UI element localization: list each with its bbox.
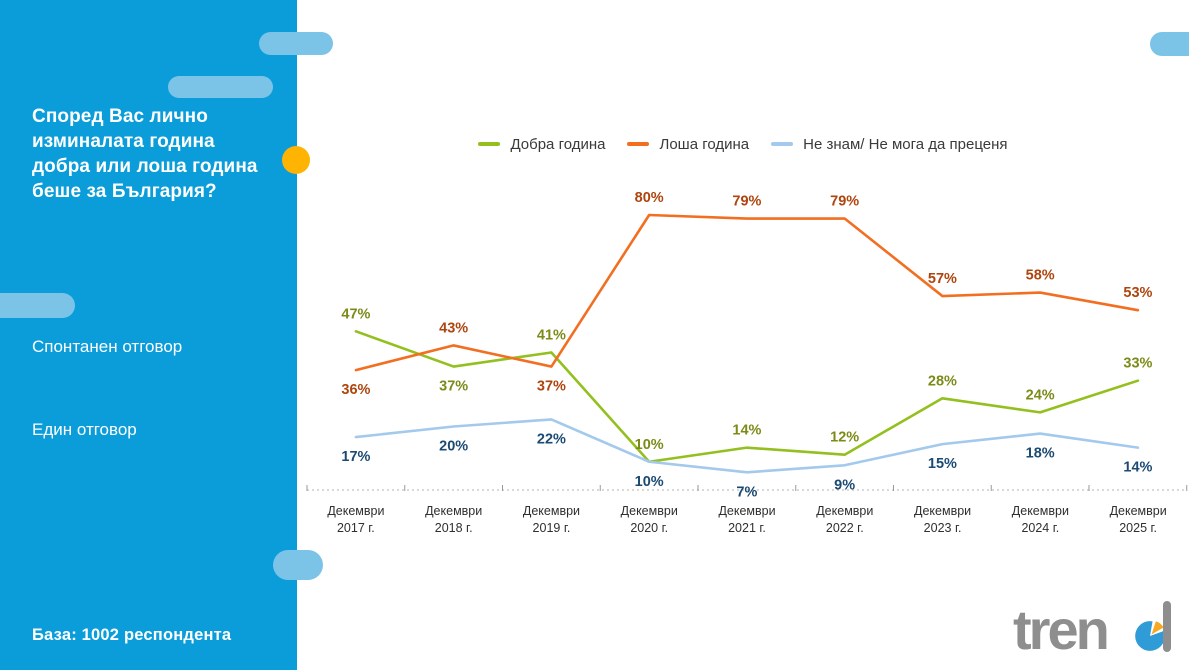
note-spontaneous-answer: Спонтанен отговор	[32, 337, 183, 356]
data-label: 20%	[439, 439, 468, 455]
line-chart: 47% 37% 41% 10% 14% 12% 28% 24% 33% 36% 43% 37% 80% 7…	[306, 190, 1188, 500]
sample-base-label: База: 1002 респондента	[32, 626, 232, 644]
decor-orange-dot	[282, 146, 310, 174]
legend-label: Добра година	[510, 135, 606, 153]
data-label: 37%	[439, 379, 468, 395]
data-label: 41%	[537, 327, 566, 343]
data-label: 22%	[537, 431, 566, 447]
category-label: Декември 2017 г.	[327, 504, 385, 535]
legend-item-dont-know: Не знам/ Не мога да преценя	[771, 135, 1008, 153]
logo-text: tren	[1013, 598, 1110, 662]
x-axis-labels: Декември 2017 г. Декември 2018 г. Декември…	[307, 503, 1187, 537]
legend-item-bad-year: Лоша година	[627, 136, 749, 153]
data-label: 28%	[928, 373, 957, 389]
data-label: 18%	[1026, 446, 1055, 462]
series-line-0	[354, 330, 1140, 464]
category-label: Декември 2025 г.	[1109, 504, 1167, 535]
pie-chart-icon	[1135, 621, 1165, 651]
note-single-answer: Един отговор	[32, 420, 137, 439]
data-label: 43%	[439, 320, 468, 336]
data-label: 10%	[635, 437, 664, 453]
data-label: 53%	[1123, 285, 1152, 301]
data-label: 14%	[1123, 460, 1152, 476]
data-label: 58%	[1026, 268, 1055, 284]
decor-pill	[168, 76, 273, 98]
logo-d-stem	[1163, 601, 1171, 652]
decor-pill	[0, 293, 75, 318]
data-label: 9%	[834, 477, 855, 493]
category-label: Декември 2022 г.	[816, 504, 874, 535]
data-label: 12%	[830, 430, 859, 446]
data-label: 36%	[341, 382, 370, 398]
series-line-1	[354, 213, 1140, 372]
data-label: 14%	[732, 423, 761, 439]
category-label: Декември 2024 г.	[1011, 504, 1069, 535]
legend-label: Не знам/ Не мога да преценя	[803, 135, 1008, 153]
category-label: Декември 2023 г.	[914, 504, 972, 535]
decor-pill	[273, 550, 323, 580]
legend-swatch-orange	[627, 142, 650, 146]
data-label: 57%	[928, 271, 957, 287]
data-label: 79%	[732, 194, 761, 210]
data-label: 24%	[1026, 387, 1055, 403]
data-label: 79%	[830, 194, 859, 210]
category-label: Декември 2020 г.	[620, 504, 678, 535]
decor-pill	[259, 32, 333, 55]
data-label: 7%	[736, 484, 757, 500]
series-line-2	[354, 418, 1140, 474]
data-label: 10%	[635, 474, 664, 490]
data-label: 37%	[537, 379, 566, 395]
sidebar: Според Вас лично изминалата година добра…	[0, 0, 297, 670]
survey-question: Според Вас лично изминалата година добра…	[32, 106, 258, 202]
logo-letter-d	[1133, 601, 1171, 652]
data-label: 47%	[341, 306, 370, 322]
data-label: 80%	[635, 190, 664, 206]
category-label: Декември 2018 г.	[425, 504, 483, 535]
legend-item-good-year: Добра година	[478, 136, 605, 153]
data-label: 15%	[928, 456, 957, 472]
category-label: Декември 2021 г.	[718, 504, 776, 535]
chart-legend: Добра година Лоша година Не знам/ Не мог…	[297, 133, 1189, 155]
legend-label: Лоша година	[659, 135, 750, 153]
legend-swatch-lightblue	[771, 142, 794, 146]
category-label: Декември 2019 г.	[522, 504, 581, 535]
decor-pill	[1150, 32, 1189, 56]
data-label: 17%	[341, 449, 370, 465]
legend-swatch-green	[478, 142, 501, 146]
trend-logo: tren	[1013, 596, 1173, 660]
data-label: 33%	[1123, 356, 1152, 372]
